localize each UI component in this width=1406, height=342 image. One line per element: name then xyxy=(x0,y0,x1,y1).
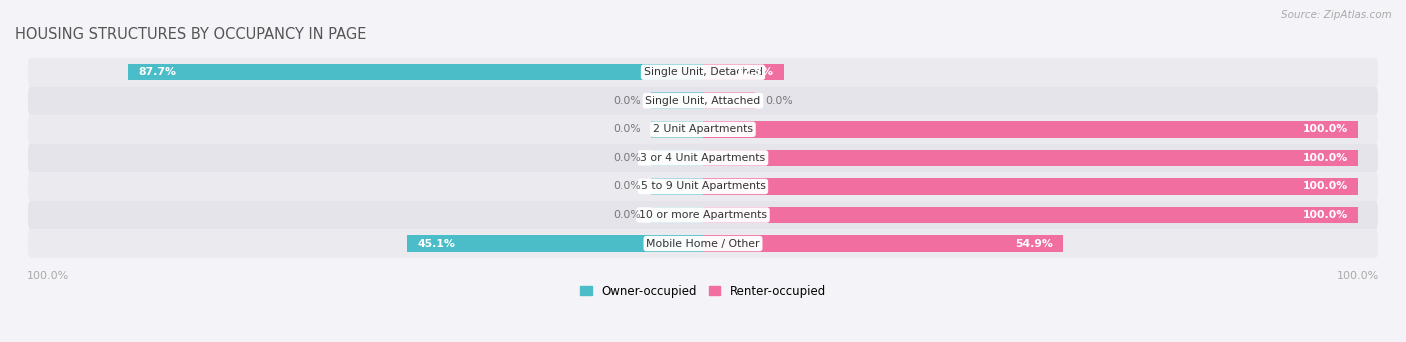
Bar xyxy=(703,92,755,109)
FancyBboxPatch shape xyxy=(28,115,1378,144)
Legend: Owner-occupied, Renter-occupied: Owner-occupied, Renter-occupied xyxy=(579,285,827,298)
Text: HOUSING STRUCTURES BY OCCUPANCY IN PAGE: HOUSING STRUCTURES BY OCCUPANCY IN PAGE xyxy=(15,27,367,42)
Bar xyxy=(651,121,703,137)
Bar xyxy=(651,92,703,109)
Bar xyxy=(703,149,1358,166)
Text: 0.0%: 0.0% xyxy=(613,182,641,192)
Text: 100.0%: 100.0% xyxy=(1303,182,1348,192)
Bar xyxy=(651,149,703,166)
Text: 0.0%: 0.0% xyxy=(613,153,641,163)
Text: 87.7%: 87.7% xyxy=(138,67,176,77)
Bar xyxy=(703,121,1358,137)
Bar xyxy=(128,64,703,80)
Text: 5 to 9 Unit Apartments: 5 to 9 Unit Apartments xyxy=(641,182,765,192)
Bar xyxy=(651,178,703,195)
Text: 100.0%: 100.0% xyxy=(1303,124,1348,134)
Text: 100.0%: 100.0% xyxy=(1303,153,1348,163)
FancyBboxPatch shape xyxy=(28,201,1378,229)
Bar xyxy=(703,64,783,80)
Text: 12.3%: 12.3% xyxy=(735,67,773,77)
FancyBboxPatch shape xyxy=(28,229,1378,258)
FancyBboxPatch shape xyxy=(28,87,1378,115)
Text: 0.0%: 0.0% xyxy=(613,124,641,134)
FancyBboxPatch shape xyxy=(28,144,1378,172)
FancyBboxPatch shape xyxy=(28,172,1378,201)
Text: Single Unit, Detached: Single Unit, Detached xyxy=(644,67,762,77)
Text: 3 or 4 Unit Apartments: 3 or 4 Unit Apartments xyxy=(641,153,765,163)
Text: 0.0%: 0.0% xyxy=(613,210,641,220)
Text: 45.1%: 45.1% xyxy=(418,239,456,249)
Bar xyxy=(703,207,1358,223)
Bar xyxy=(703,178,1358,195)
Bar xyxy=(651,207,703,223)
Text: 100.0%: 100.0% xyxy=(1303,210,1348,220)
Bar xyxy=(408,235,703,252)
Text: Single Unit, Attached: Single Unit, Attached xyxy=(645,96,761,106)
Text: 54.9%: 54.9% xyxy=(1015,239,1053,249)
Text: Source: ZipAtlas.com: Source: ZipAtlas.com xyxy=(1281,10,1392,20)
Text: 2 Unit Apartments: 2 Unit Apartments xyxy=(652,124,754,134)
FancyBboxPatch shape xyxy=(28,58,1378,87)
Bar xyxy=(703,235,1063,252)
Text: Mobile Home / Other: Mobile Home / Other xyxy=(647,239,759,249)
Text: 0.0%: 0.0% xyxy=(765,96,793,106)
Text: 0.0%: 0.0% xyxy=(613,96,641,106)
Text: 10 or more Apartments: 10 or more Apartments xyxy=(638,210,768,220)
